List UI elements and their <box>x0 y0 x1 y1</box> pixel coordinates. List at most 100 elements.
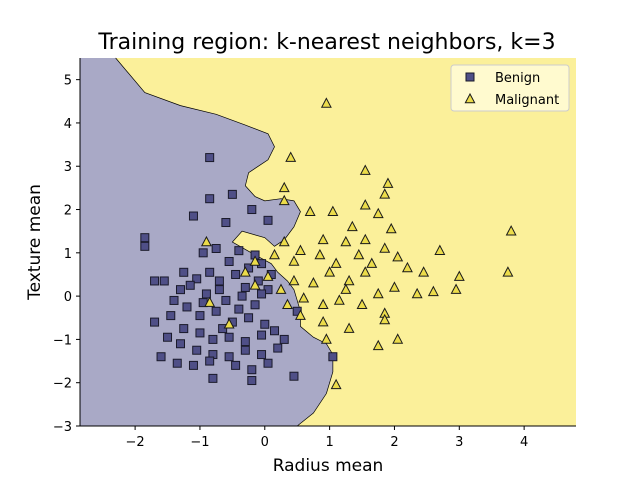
malignant-point <box>285 151 297 162</box>
benign-point <box>257 350 267 360</box>
malignant-point <box>453 270 465 281</box>
chart-title: Training region: k-nearest neighbors, k=… <box>97 30 555 55</box>
malignant-point <box>372 207 384 219</box>
benign-point <box>234 246 244 256</box>
benign-point <box>175 285 185 295</box>
x-tick-label: 4 <box>520 435 528 450</box>
benign-point <box>221 295 231 305</box>
benign-point <box>224 352 234 362</box>
benign-point <box>205 356 215 366</box>
malignant-point <box>505 225 517 236</box>
benign-point <box>205 267 215 277</box>
malignant-point <box>392 251 404 262</box>
plot-area <box>80 57 576 427</box>
malignant-point <box>356 298 368 310</box>
malignant-point <box>314 248 326 260</box>
benign-point <box>218 324 228 334</box>
benign-point <box>240 345 250 355</box>
malignant-point <box>317 233 329 245</box>
malignant-point <box>353 248 365 260</box>
legend-box <box>450 64 570 112</box>
malignant-point <box>249 279 261 290</box>
malignant-point <box>307 277 319 288</box>
benign-point <box>179 267 189 277</box>
benign-point <box>270 326 280 336</box>
benign-point <box>289 371 299 381</box>
x-axis-title: Radius mean <box>273 456 384 476</box>
benign-point <box>140 241 150 251</box>
malignant-point <box>288 274 300 286</box>
benign-point <box>250 300 260 310</box>
y-tick-label: 3 <box>64 160 72 175</box>
malignant-point <box>392 333 404 344</box>
malignant-point <box>401 261 413 273</box>
benign-point <box>205 194 215 204</box>
malignant-point <box>269 248 280 260</box>
benign-point <box>192 274 202 284</box>
malignant-point <box>249 255 261 266</box>
x-tick-label: 1 <box>325 435 333 450</box>
malignant-point <box>434 244 446 255</box>
malignant-point <box>324 266 336 277</box>
benign-point <box>221 218 231 228</box>
malignant-point <box>427 285 439 297</box>
benign-point <box>198 248 208 258</box>
x-tick-label: 2 <box>390 435 398 450</box>
legend-marker-malignant <box>464 92 476 104</box>
benign-point <box>172 358 182 368</box>
malignant-point <box>320 97 332 108</box>
malignant-point <box>294 244 306 255</box>
malignant-point <box>278 235 290 247</box>
malignant-point <box>327 205 339 216</box>
malignant-point <box>382 177 394 188</box>
benign-point <box>211 306 221 316</box>
y-tick-label: −2 <box>53 377 72 392</box>
malignant-point <box>294 309 306 320</box>
benign-point <box>231 269 241 279</box>
benign-point <box>273 343 283 353</box>
legend-label-benign: Benign <box>495 71 540 86</box>
y-tick-label: −1 <box>53 333 72 348</box>
benign-point <box>224 256 234 266</box>
benign-point <box>150 317 160 327</box>
malignant-point <box>343 322 355 333</box>
benign-point <box>150 276 160 286</box>
malignant-point <box>333 294 345 305</box>
malignant-point <box>317 315 329 327</box>
malignant-point <box>372 287 384 299</box>
benign-point <box>211 243 221 253</box>
benign-point <box>279 334 289 344</box>
benign-point <box>182 302 192 312</box>
y-tick-label: 1 <box>64 247 72 262</box>
benign-point <box>244 313 254 323</box>
malignant-point <box>320 333 332 344</box>
benign-point <box>263 215 273 225</box>
y-axis-title: Texture mean <box>25 184 45 301</box>
malignant-point <box>239 266 251 277</box>
benign-point <box>195 328 205 338</box>
malignant-point <box>379 313 391 325</box>
malignant-point <box>275 283 287 294</box>
benign-point <box>227 189 237 199</box>
malignant-point <box>330 257 342 268</box>
malignant-point <box>298 292 310 303</box>
legend-marker-benign <box>465 72 475 82</box>
benign-point <box>237 291 247 301</box>
decision-boundary <box>115 57 334 427</box>
benign-point <box>192 345 202 355</box>
benign-point <box>240 337 250 347</box>
malignant-point <box>288 255 300 266</box>
benign-point <box>328 352 338 362</box>
y-tick-label: 5 <box>64 74 72 89</box>
malignant-point <box>502 266 514 277</box>
malignant-point <box>282 298 293 310</box>
benign-point <box>231 360 241 370</box>
malignant-point <box>359 233 371 245</box>
malignant-point <box>304 205 316 216</box>
malignant-point <box>278 181 290 193</box>
y-tick-label: 0 <box>64 290 72 305</box>
y-tick-label: 4 <box>64 117 72 132</box>
malignant-point <box>359 199 371 210</box>
